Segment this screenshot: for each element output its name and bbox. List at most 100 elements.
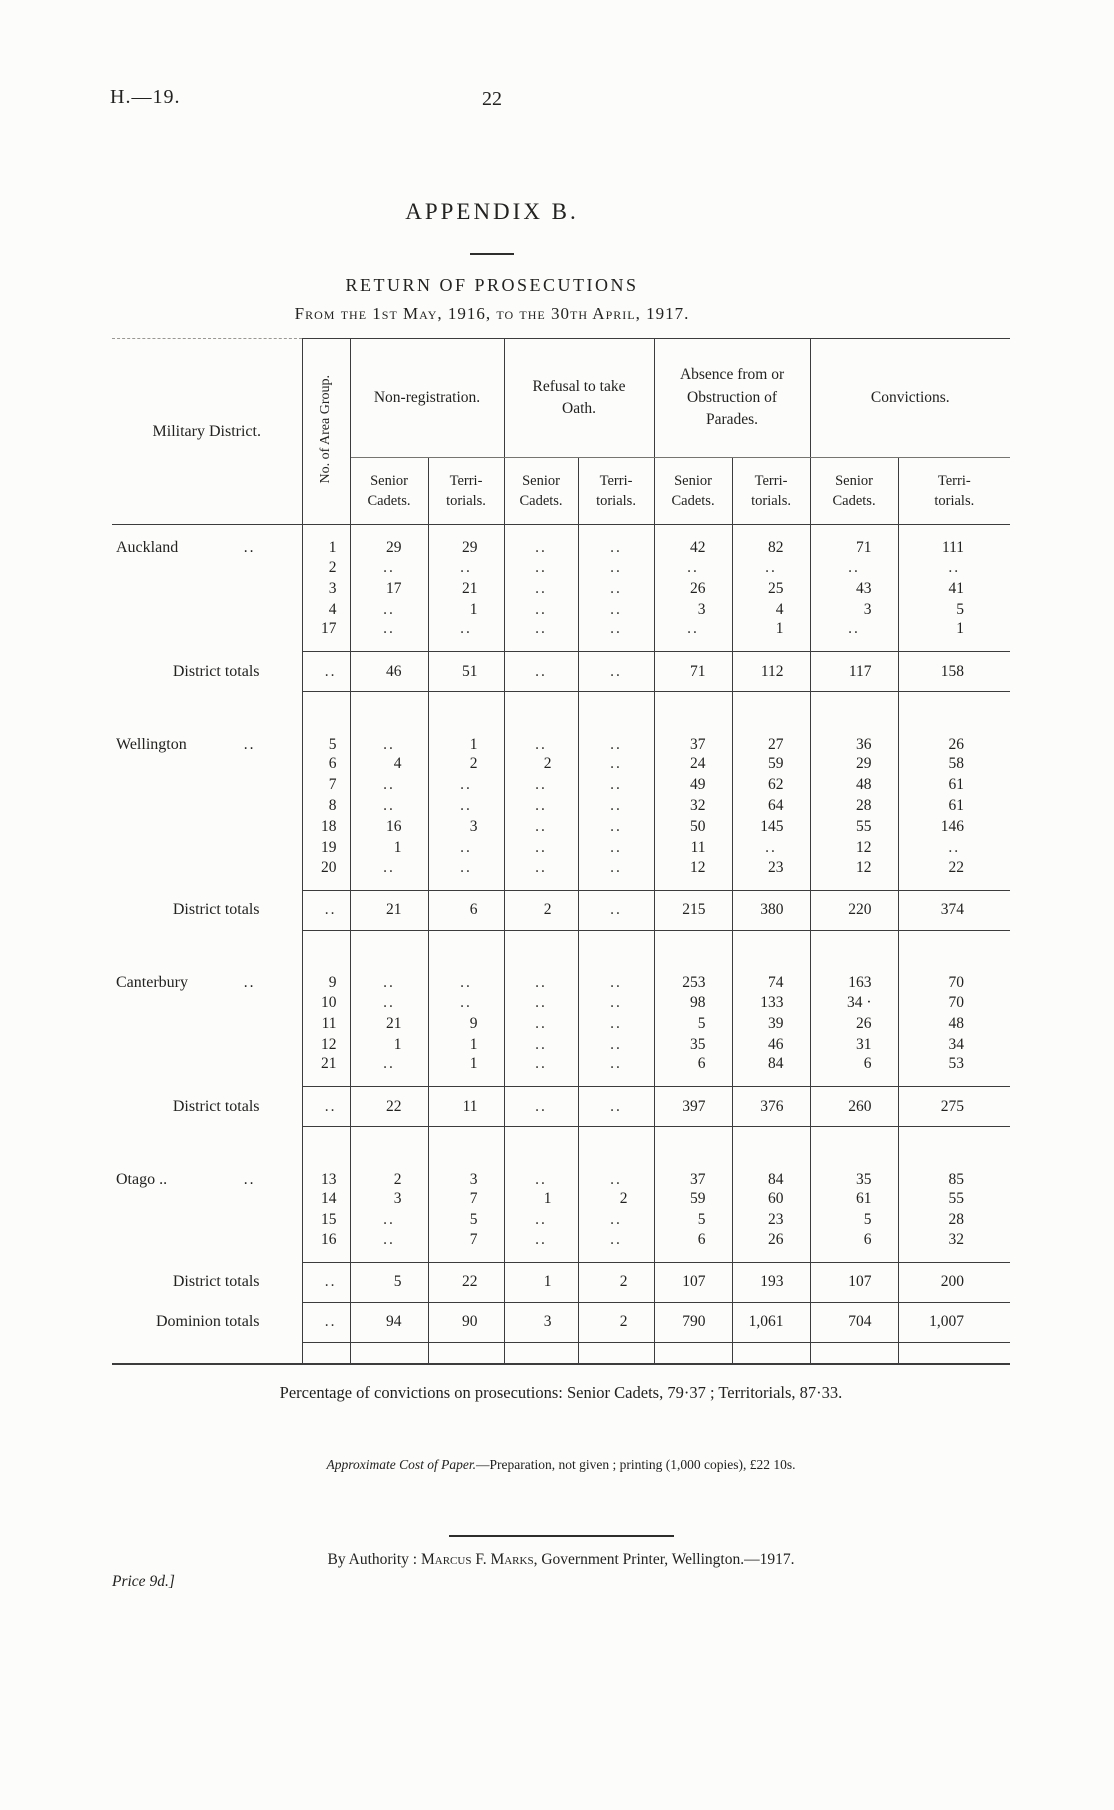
table-row: 11 21 9.... 5 39 26 48	[112, 1013, 1010, 1034]
authority-rule-divider	[448, 1535, 674, 1537]
value-cell: 3	[428, 1156, 505, 1189]
totals-value-cell: 51	[428, 651, 505, 692]
table-row: Wellington.. 5.. 1.... 37 27 36 26	[112, 721, 1010, 754]
value-cell: 22	[948, 858, 965, 876]
area-group-cell: 2	[301, 557, 351, 578]
subcol-territorials: Terri- torials.	[578, 457, 655, 525]
area-group-cell: 3	[301, 578, 351, 599]
area-group-cell: 17	[301, 620, 351, 652]
district-cell	[112, 1013, 302, 1034]
spacer-cell	[428, 930, 505, 960]
value-cell: 16	[350, 816, 429, 838]
district-cell	[112, 578, 302, 599]
totals-value-cell: 90	[428, 1301, 505, 1343]
table-row: 6 4 2 2.. 24 59 29 58	[112, 753, 1010, 775]
value-cell: 5	[654, 1209, 733, 1231]
spacer-cell	[898, 1127, 1010, 1157]
table-row: 14 3 7 1 2 59 60 61 55	[112, 1188, 1010, 1210]
value-cell: ..	[578, 599, 655, 620]
spacer-cell	[654, 1126, 733, 1157]
authority-prefix: By Authority :	[327, 1551, 421, 1568]
area-group-cell: 8	[301, 795, 351, 817]
totals-value-cell: 6	[428, 889, 505, 931]
value-cell: ..	[578, 578, 655, 599]
value-cell: 1	[428, 721, 505, 754]
value-cell: 12	[654, 858, 733, 890]
value-cell: 23	[732, 1209, 811, 1231]
value-cell: ..	[428, 858, 505, 890]
value-cell: 61	[948, 776, 965, 793]
spacer-cell	[732, 930, 811, 960]
totals-value-cell: 260	[810, 1086, 899, 1127]
value-cell: 1	[732, 620, 811, 652]
value-cell: ..	[578, 1230, 655, 1262]
table-row: Otago .... 13 2 3.... 37 84 35 85	[112, 1156, 1010, 1189]
district-cell	[112, 1034, 302, 1055]
table-row: 12 1 1.... 35 46 31 34	[112, 1034, 1010, 1055]
totals-value-cell: 107	[810, 1261, 899, 1303]
spacer-cell	[301, 930, 351, 960]
value-cell: ..	[578, 1156, 655, 1189]
value-cell: ..	[578, 721, 655, 754]
value-cell: ..	[578, 753, 655, 775]
spacer-cell	[898, 1342, 1010, 1364]
spacer-cell	[350, 691, 429, 722]
value-cell: 5	[428, 1209, 505, 1231]
spacer-cell	[112, 692, 302, 722]
value-cell: 24	[654, 753, 733, 775]
value-cell: 55	[948, 1190, 965, 1207]
subcol-territorials: Terri- torials.	[898, 457, 1011, 525]
value-cell: ..	[504, 795, 579, 817]
value-cell: 41	[948, 579, 965, 597]
subcol-territorials: Terri- torials.	[428, 457, 505, 525]
value-cell: 32	[654, 795, 733, 817]
totals-value-cell: 21	[350, 889, 429, 931]
value-cell: 3	[350, 1188, 429, 1210]
value-cell: ..	[578, 524, 655, 557]
value-cell: ..	[504, 858, 579, 890]
area-group-cell: 12	[301, 1034, 351, 1055]
spacer-cell	[504, 691, 579, 722]
value-cell: 163	[810, 960, 899, 992]
area-group-cell: ..	[301, 651, 351, 692]
district-cell	[112, 754, 302, 775]
table-row: 19 1...... 11.. 12..	[112, 837, 1010, 859]
value-cell: 53	[948, 1055, 965, 1072]
value-cell: 84	[732, 1156, 811, 1189]
value-cell: 82	[732, 524, 811, 557]
report-date-range: From the 1st May, 1916, to the 30th Apri…	[294, 304, 690, 323]
value-cell: ..	[578, 1055, 655, 1087]
col-group-refusal-oath: Refusal to take Oath.	[504, 337, 655, 459]
spacer-cell	[504, 1126, 579, 1157]
value-cell: ..	[350, 1230, 429, 1262]
table-row: 4.. 1.... 3 4 3 5	[112, 599, 1010, 620]
value-cell: 4	[732, 599, 811, 620]
value-cell: ..	[578, 1034, 655, 1055]
value-cell: ..	[350, 620, 429, 652]
area-group-cell: ..	[301, 1086, 351, 1127]
value-cell: 12	[810, 858, 899, 890]
value-cell: ..	[428, 620, 505, 652]
value-cell: ..	[654, 557, 733, 578]
district-cell	[112, 1231, 302, 1263]
value-cell: 50	[654, 816, 733, 838]
totals-value-cell: 2	[504, 889, 579, 931]
totals-value-cell: 71	[654, 651, 733, 692]
printer-name: Marcus F. Marks	[420, 1551, 534, 1568]
value-cell: ..	[504, 578, 579, 599]
district-totals-row: District totals.. 5 22 1 2 107 193 107 200	[112, 1261, 1011, 1303]
value-cell: ..	[504, 1156, 579, 1189]
value-cell: ..	[504, 1209, 579, 1231]
value-cell: 34 ·	[810, 992, 899, 1013]
spacer-cell	[578, 691, 655, 722]
area-group-cell: 6	[301, 753, 351, 775]
cost-of-paper-note: Approximate Cost of Paper.—Preparation, …	[112, 1457, 1010, 1473]
spacer-cell	[654, 930, 733, 960]
value-cell: ..	[504, 816, 579, 838]
value-cell: 60	[732, 1188, 811, 1210]
district-cell	[112, 620, 302, 652]
totals-value-cell: 112	[732, 651, 811, 692]
leader-dots: ..	[243, 539, 256, 556]
district-name: Wellington	[116, 735, 187, 753]
spacer-cell	[654, 691, 733, 722]
